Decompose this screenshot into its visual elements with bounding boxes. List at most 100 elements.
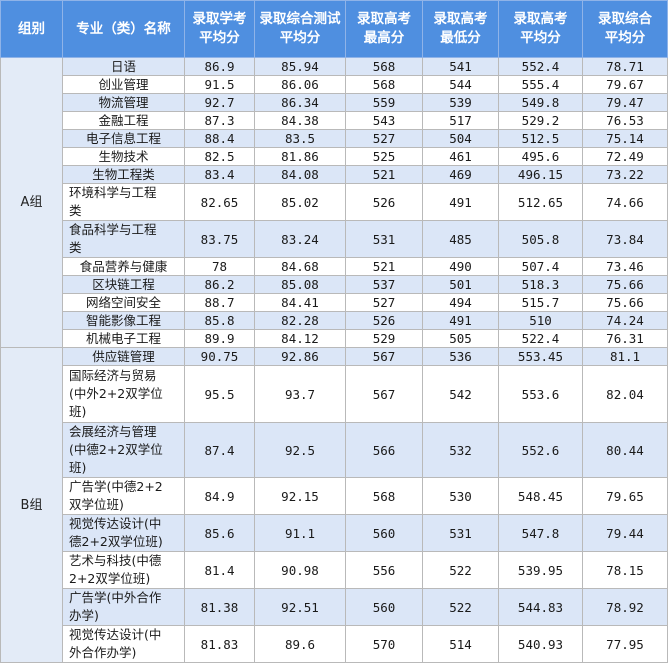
max-gaokao-cell: 570 (345, 625, 423, 663)
major-name-cell: 环境科学与工程类 (62, 183, 185, 221)
table-row: 创业管理 91.5 86.06 568 544 555.4 79.67 (1, 75, 668, 94)
major-name-cell: 区块链工程 (62, 275, 185, 294)
min-gaokao-cell: 494 (422, 293, 499, 312)
avg-test-cell: 84.12 (254, 329, 346, 348)
group-cell: A组 (0, 57, 63, 348)
table-row: 网络空间安全 88.7 84.41 527 494 515.7 75.66 (1, 293, 668, 312)
avg-academic-cell: 87.3 (184, 111, 255, 130)
table-row: 会展经济与管理 (中德2+2双学位 班) 87.4 92.5 566 532 552.6 80.… (1, 422, 668, 478)
major-name-line: 日语 (110, 59, 136, 74)
avg-total-cell: 75.66 (582, 275, 668, 294)
table-row: 电子信息工程 88.4 83.5 527 504 512.5 75.14 (1, 129, 668, 148)
major-name-cell: 艺术与科技(中德 2+2双学位班) (62, 551, 185, 589)
group-cell: B组 (0, 347, 63, 663)
major-name-line: 智能影像工程 (85, 313, 161, 328)
header-major: 专业（类）名称 (62, 0, 185, 58)
table-row: 食品营养与健康 78 84.68 521 490 507.4 73.46 (1, 257, 668, 276)
major-name-cell: 食品科学与工程类 (62, 220, 185, 258)
major-name-cell: 生物技术 (62, 147, 185, 166)
max-gaokao-cell: 568 (345, 477, 423, 515)
avg-academic-cell: 87.4 (184, 422, 255, 478)
avg-academic-cell: 86.2 (184, 275, 255, 294)
major-name-cell: 金融工程 (62, 111, 185, 130)
max-gaokao-cell: 527 (345, 129, 423, 148)
major-name-line: 视觉传达设计(中 (69, 516, 162, 531)
avg-test-cell: 86.34 (254, 93, 346, 112)
max-gaokao-cell: 526 (345, 311, 423, 330)
min-gaokao-cell: 491 (422, 311, 499, 330)
major-name-line: 环境科学与工程 (69, 185, 157, 200)
major-name-line: 食品科学与工程 (69, 222, 157, 237)
max-gaokao-cell: 560 (345, 514, 423, 552)
major-name-cell: 日语 (62, 57, 185, 76)
table-body: A组 日语 86.9 85.94 568 541 552.4 78.71 创业管理 91.5 86.… (0, 57, 668, 663)
avg-total-cell: 78.92 (582, 588, 668, 626)
table-row: 视觉传达设计(中 德2+2双学位班) 85.6 91.1 560 531 547.8 79.4… (1, 514, 668, 552)
min-gaokao-cell: 522 (422, 588, 499, 626)
avg-test-cell: 84.08 (254, 165, 346, 184)
avg-academic-cell: 88.7 (184, 293, 255, 312)
avg-gaokao-cell: 512.65 (498, 183, 583, 221)
major-name-line: 金融工程 (98, 113, 149, 128)
avg-test-cell: 82.28 (254, 311, 346, 330)
major-name-line: 班) (69, 460, 87, 475)
avg-total-cell: 73.84 (582, 220, 668, 258)
table-row: 智能影像工程 85.8 82.28 526 491 510 74.24 (1, 311, 668, 330)
avg-test-cell: 84.68 (254, 257, 346, 276)
max-gaokao-cell: 521 (345, 257, 423, 276)
major-name-line: 广告学(中德2+2 (69, 479, 163, 494)
avg-gaokao-cell: 552.6 (498, 422, 583, 478)
max-gaokao-cell: 527 (345, 293, 423, 312)
min-gaokao-cell: 530 (422, 477, 499, 515)
avg-gaokao-cell: 529.2 (498, 111, 583, 130)
avg-gaokao-cell: 510 (498, 311, 583, 330)
table-row: 视觉传达设计(中 外合作办学) 81.83 89.6 570 514 540.93 77.95 (1, 625, 668, 663)
avg-total-cell: 80.44 (582, 422, 668, 478)
major-name-line: 生物工程类 (92, 167, 155, 182)
min-gaokao-cell: 501 (422, 275, 499, 294)
avg-total-cell: 75.14 (582, 129, 668, 148)
avg-test-cell: 89.6 (254, 625, 346, 663)
min-gaokao-cell: 541 (422, 57, 499, 76)
avg-total-cell: 81.1 (582, 347, 668, 366)
table-row: 国际经济与贸易 (中外2+2双学位 班) 95.5 93.7 567 542 553.6 82.… (1, 365, 668, 423)
major-name-line: 网络空间安全 (85, 295, 161, 310)
avg-academic-cell: 83.75 (184, 220, 255, 258)
header-avg-total: 录取综合 平均分 (582, 0, 668, 58)
avg-test-cell: 83.5 (254, 129, 346, 148)
major-name-cell: 机械电子工程 (62, 329, 185, 348)
major-name-line: 德2+2双学位班) (69, 534, 163, 549)
avg-total-cell: 78.71 (582, 57, 668, 76)
min-gaokao-cell: 504 (422, 129, 499, 148)
major-name-cell: 视觉传达设计(中 德2+2双学位班) (62, 514, 185, 552)
table-row: 机械电子工程 89.9 84.12 529 505 522.4 76.31 (1, 329, 668, 348)
avg-test-cell: 90.98 (254, 551, 346, 589)
avg-academic-cell: 88.4 (184, 129, 255, 148)
avg-academic-cell: 81.83 (184, 625, 255, 663)
avg-gaokao-cell: 507.4 (498, 257, 583, 276)
avg-academic-cell: 91.5 (184, 75, 255, 94)
major-name-line: 类 (69, 240, 82, 255)
major-name-cell: 会展经济与管理 (中德2+2双学位 班) (62, 422, 185, 478)
major-name-line: 物流管理 (98, 95, 149, 110)
major-name-line: 双学位班) (69, 497, 124, 512)
avg-academic-cell: 86.9 (184, 57, 255, 76)
max-gaokao-cell: 568 (345, 57, 423, 76)
major-name-cell: 网络空间安全 (62, 293, 185, 312)
avg-test-cell: 91.1 (254, 514, 346, 552)
avg-test-cell: 92.51 (254, 588, 346, 626)
major-name-cell: 食品营养与健康 (62, 257, 185, 276)
avg-total-cell: 79.44 (582, 514, 668, 552)
max-gaokao-cell: 556 (345, 551, 423, 589)
avg-test-cell: 92.15 (254, 477, 346, 515)
avg-total-cell: 82.04 (582, 365, 668, 423)
max-gaokao-cell: 567 (345, 365, 423, 423)
max-gaokao-cell: 531 (345, 220, 423, 258)
avg-academic-cell: 81.38 (184, 588, 255, 626)
major-name-line: 机械电子工程 (85, 331, 161, 346)
avg-total-cell: 79.65 (582, 477, 668, 515)
header-max-gaokao: 录取高考 最高分 (345, 0, 423, 58)
min-gaokao-cell: 490 (422, 257, 499, 276)
min-gaokao-cell: 532 (422, 422, 499, 478)
avg-gaokao-cell: 515.7 (498, 293, 583, 312)
